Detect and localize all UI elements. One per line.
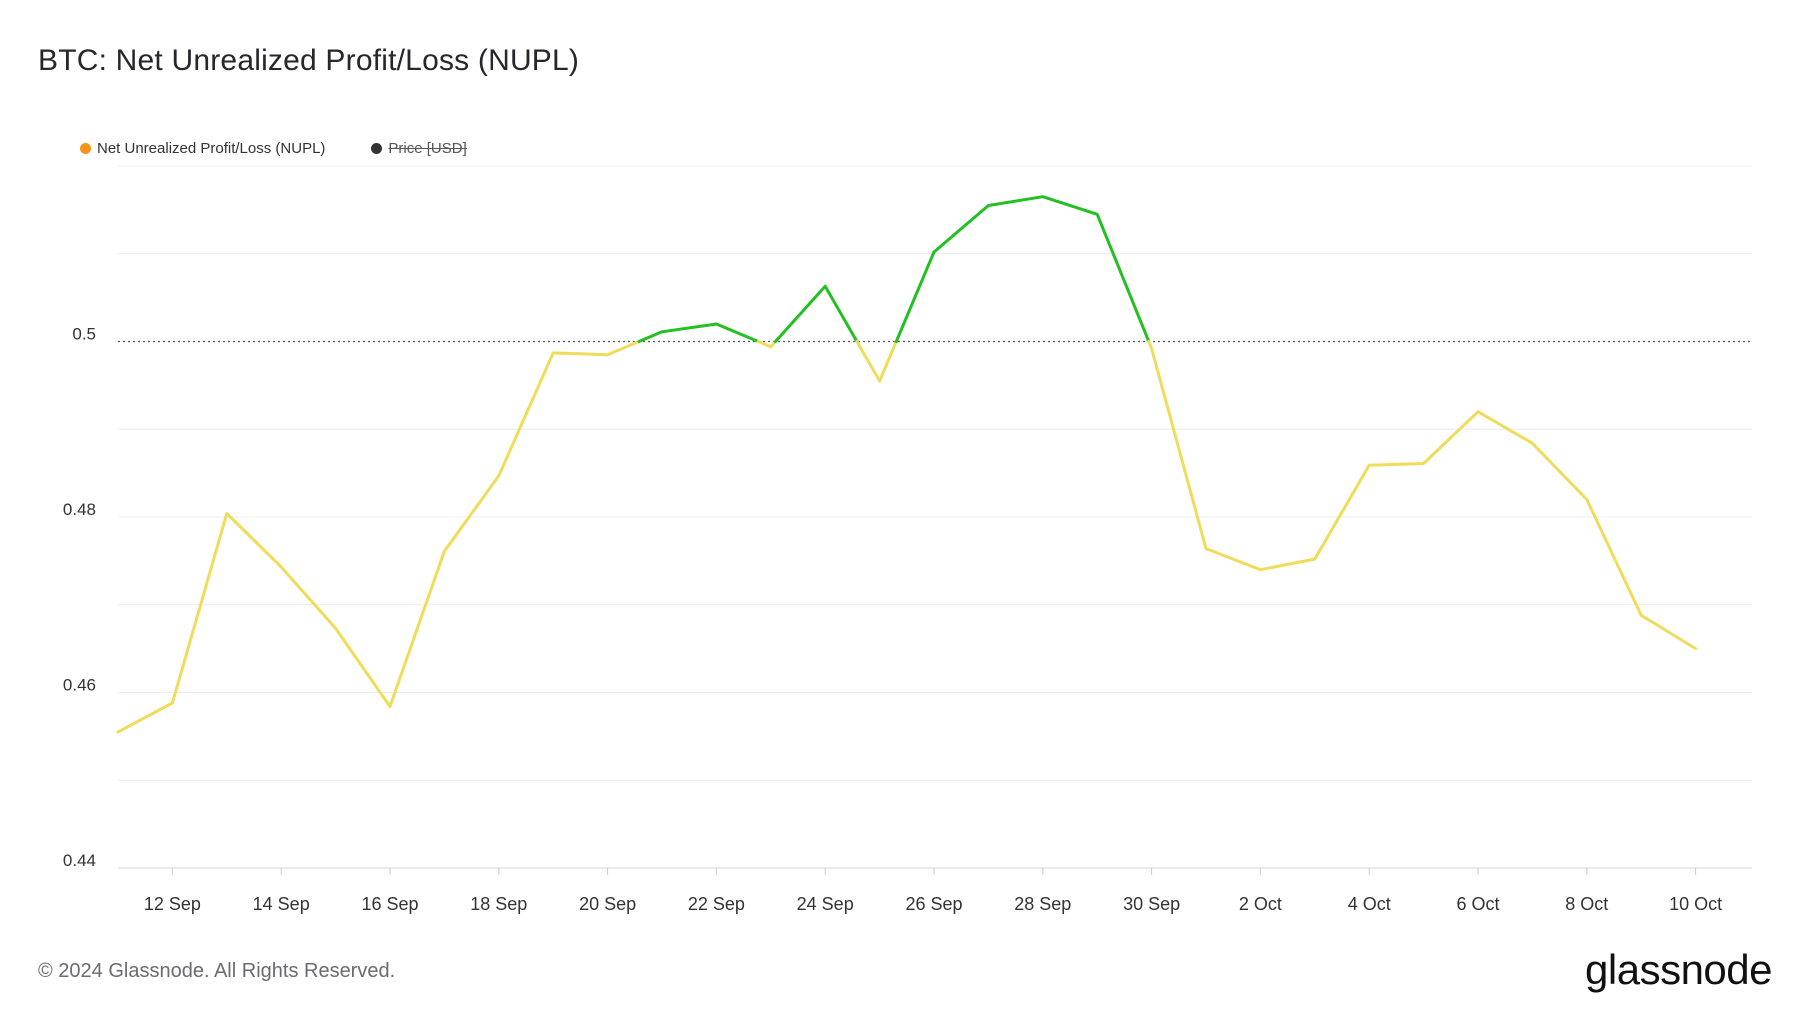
legend-item-price[interactable]: Price [USD] <box>371 140 467 157</box>
x-tick-label: 2 Oct <box>1239 894 1282 914</box>
legend-item-nupl[interactable]: Net Unrealized Profit/Loss (NUPL) <box>80 140 325 157</box>
nupl-line-above <box>894 195 1151 343</box>
x-tick-label: 10 Oct <box>1669 894 1722 914</box>
legend-dot-nupl <box>80 143 91 154</box>
legend-label-nupl: Net Unrealized Profit/Loss (NUPL) <box>97 140 326 157</box>
nupl-line-below <box>756 340 777 349</box>
x-tick-label: 22 Sep <box>688 894 745 914</box>
x-tick-label: 30 Sep <box>1123 894 1180 914</box>
nupl-line-below <box>855 340 898 383</box>
x-tick-label: 28 Sep <box>1014 894 1071 914</box>
x-tick-label: 26 Sep <box>905 894 962 914</box>
nupl-line-above <box>774 284 859 343</box>
y-tick-label: 0.44 <box>63 851 96 870</box>
copyright-text: © 2024 Glassnode. All Rights Reserved. <box>38 960 396 982</box>
brand-logo: glassnode <box>1585 946 1772 993</box>
y-axis: 0.44 0.46 0.48 0.5 <box>63 325 96 871</box>
legend: Net Unrealized Profit/Loss (NUPL) Price … <box>80 140 467 157</box>
y-tick-label: 0.48 <box>63 500 96 519</box>
legend-label-price: Price [USD] <box>388 140 467 157</box>
nupl-line-above <box>637 322 760 343</box>
x-tick-label: 16 Sep <box>361 894 418 914</box>
nupl-line-below <box>116 340 641 734</box>
x-tick-label: 14 Sep <box>253 894 310 914</box>
x-tick-label: 18 Sep <box>470 894 527 914</box>
y-tick-label: 0.5 <box>72 325 96 344</box>
series-lines <box>116 195 1698 734</box>
x-tick-label: 12 Sep <box>144 894 201 914</box>
x-tick-label: 20 Sep <box>579 894 636 914</box>
x-axis: 12 Sep 14 Sep 16 Sep 18 Sep 20 Sep 22 Sep 24 S… <box>144 868 1722 914</box>
nupl-line-below <box>1147 340 1698 651</box>
x-tick-label: 8 Oct <box>1565 894 1608 914</box>
y-tick-label: 0.46 <box>63 676 96 695</box>
x-tick-label: 6 Oct <box>1456 894 1499 914</box>
chart-title: BTC: Net Unrealized Profit/Loss (NUPL) <box>38 44 580 77</box>
x-tick-label: 4 Oct <box>1348 894 1391 914</box>
legend-dot-price <box>371 143 383 154</box>
x-tick-label: 24 Sep <box>797 894 854 914</box>
grid-lines <box>118 165 1752 869</box>
